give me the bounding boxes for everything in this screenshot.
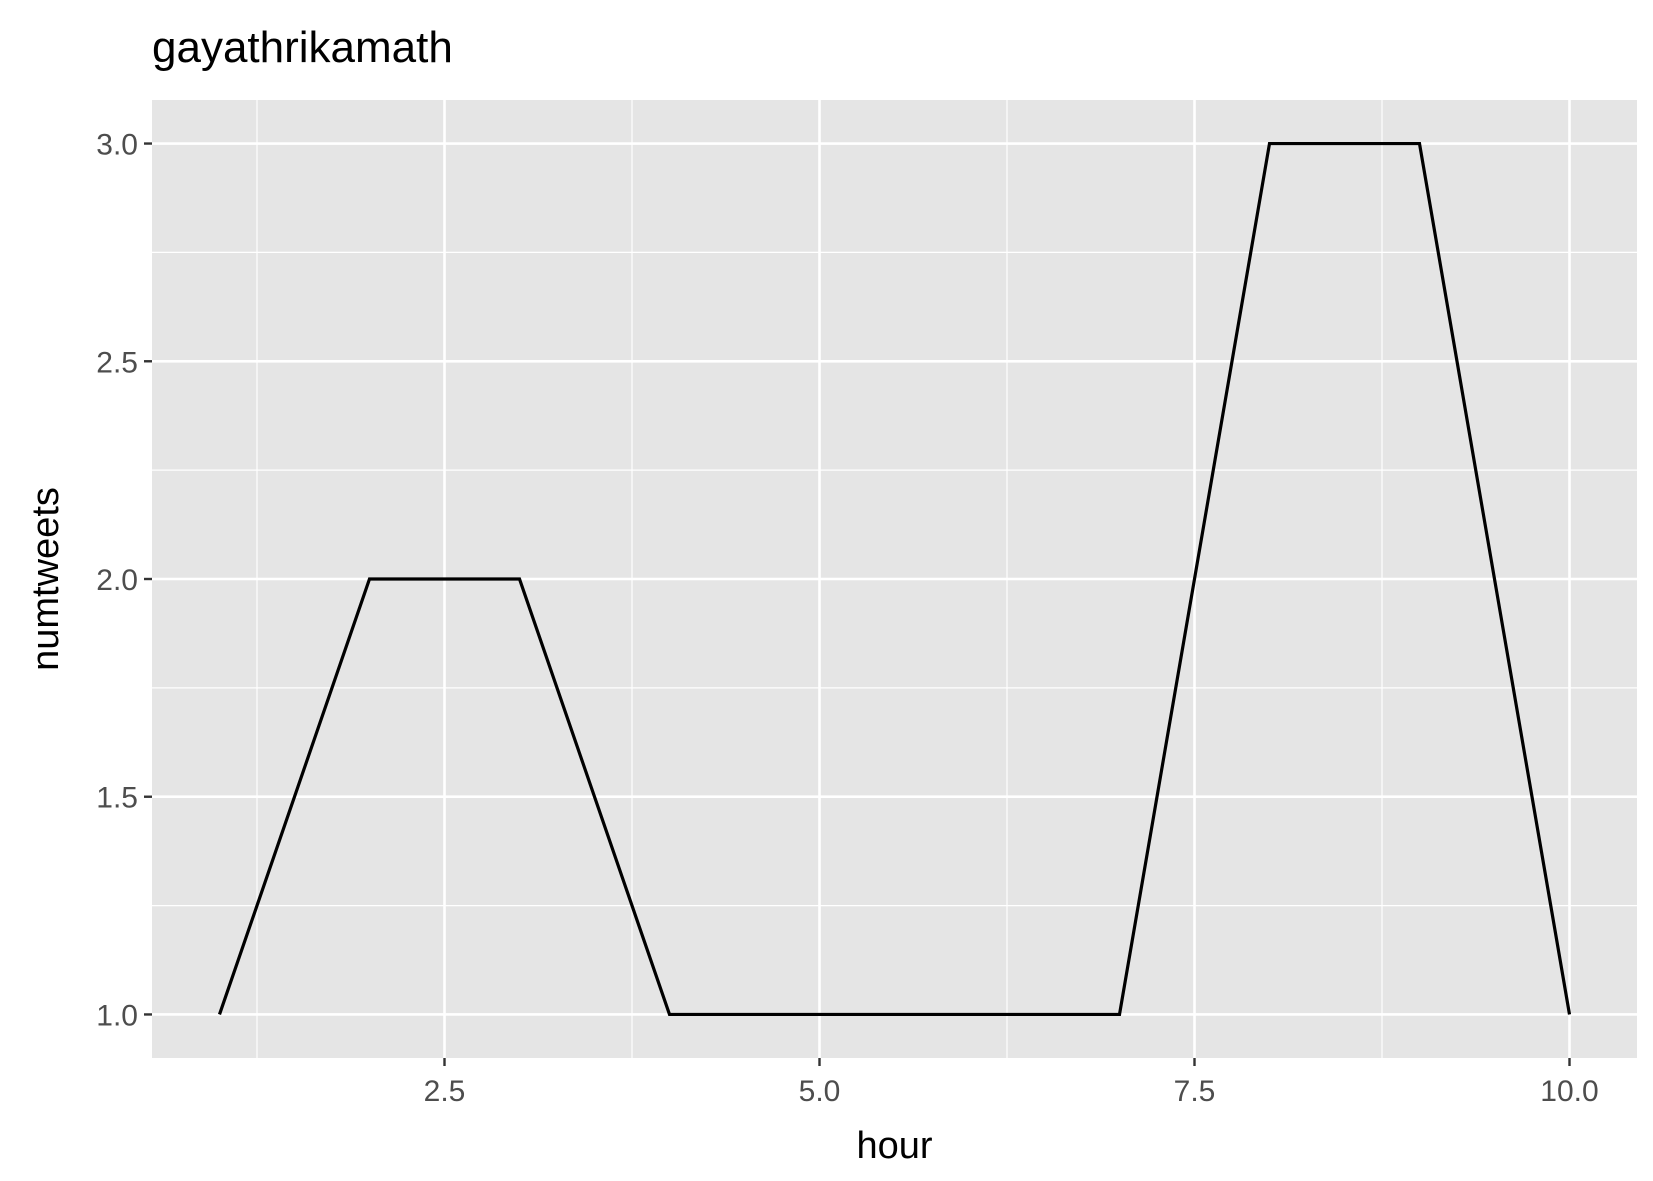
y-tick-label: 2.0	[96, 564, 138, 597]
y-tick-label: 2.5	[96, 346, 138, 379]
series-group	[217, 141, 1572, 1017]
x-tick-label: 2.5	[424, 1075, 466, 1108]
x-tick-label: 7.5	[1174, 1075, 1216, 1108]
x-tick-label: 10.0	[1540, 1075, 1598, 1108]
x-axis-title: hour	[856, 1125, 932, 1167]
y-axis: 1.0 1.5 2.0 2.5 3.0	[96, 129, 152, 1032]
y-tick-label: 1.5	[96, 782, 138, 815]
series-line	[217, 141, 1572, 1017]
y-tick-label: 1.0	[96, 999, 138, 1032]
y-axis-title: numtweets	[25, 487, 67, 671]
chart-title: gayathrikamath	[152, 23, 453, 72]
x-tick-label: 5.0	[799, 1075, 841, 1108]
x-axis: 2.5 5.0 7.5 10.0	[424, 1058, 1599, 1108]
y-tick-label: 3.0	[96, 129, 138, 162]
